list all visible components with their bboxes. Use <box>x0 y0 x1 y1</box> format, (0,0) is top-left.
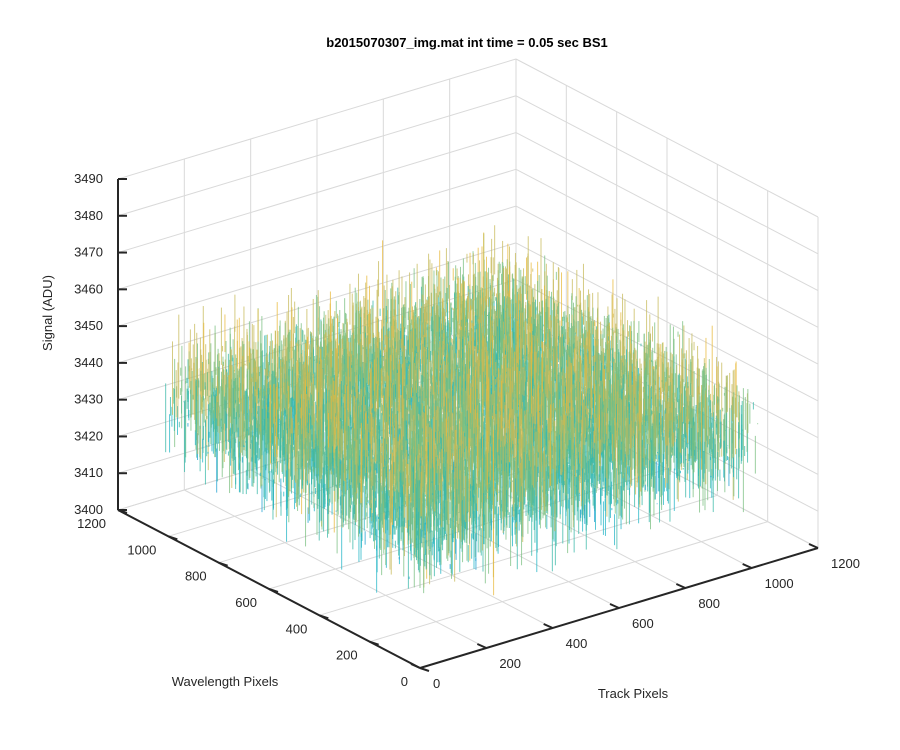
grid-line <box>369 521 768 643</box>
signal-surface <box>165 225 759 596</box>
